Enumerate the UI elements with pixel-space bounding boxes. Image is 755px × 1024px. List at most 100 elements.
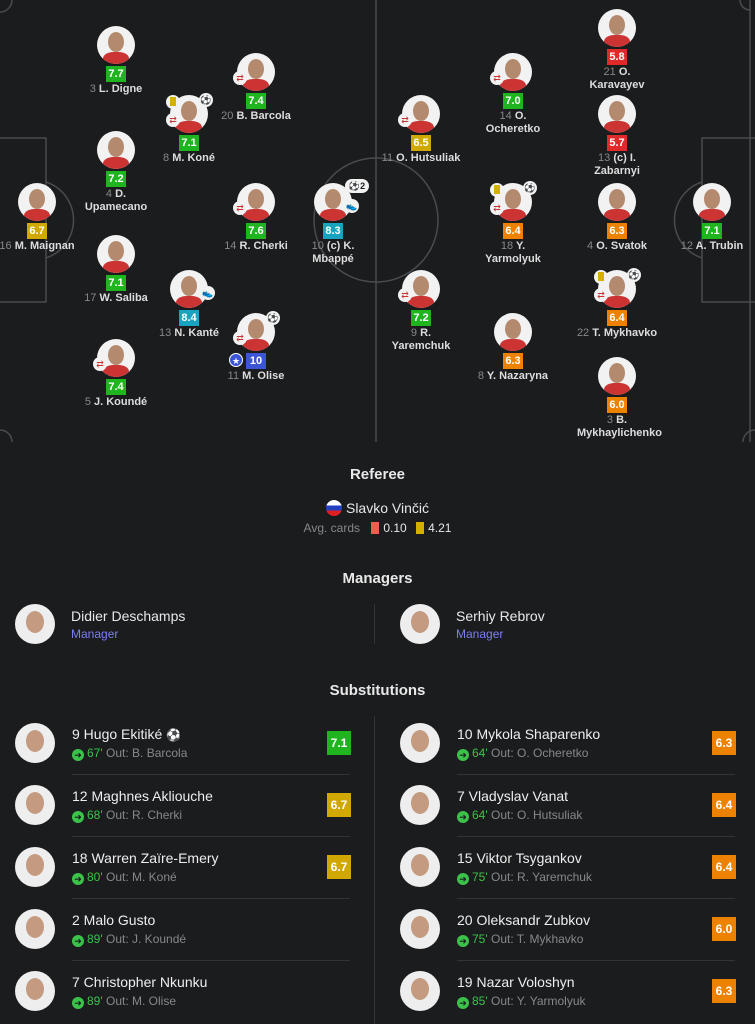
yellow-card-icon [416, 522, 425, 534]
player-rating: 6.3 [607, 223, 627, 239]
player-home[interactable]: 7.7 3 L. Digne [56, 26, 176, 96]
ball-icon: ⚽ [523, 181, 537, 195]
player-home[interactable]: 7.2 4 D. Upamecano [56, 131, 176, 214]
sub-player-name: 7 Vladyslav Vanat [457, 787, 569, 804]
sub-rating: 6.7 [327, 855, 351, 879]
substitution-row[interactable]: 7 Christopher Nkunku ➜ 89' Out: M. Olise [15, 960, 351, 1022]
substitution-row[interactable]: 20 Oleksandr Zubkov ➜ 75' Out: T. Mykhavk… [400, 898, 736, 960]
player-home[interactable]: 👟 8.4 13 N. Kanté [129, 270, 249, 340]
player-name: M. Koné [172, 152, 215, 164]
player-avatar [15, 971, 55, 1011]
player-away[interactable]: ⇄ ⚽ 6.4 18 Y. Yarmolyuk [453, 181, 573, 266]
sub-out-player: R. Yaremchuk [517, 869, 592, 884]
substitution-row[interactable]: 10 Mykola Shaparenko ➜ 64' Out: O. Ochere… [400, 712, 736, 774]
sub-in-arrow-icon: ➜ [72, 934, 84, 947]
substitutions-title: Substitutions [329, 682, 426, 699]
sub-minute: 89' [87, 931, 103, 946]
sub-rating: 6.3 [712, 731, 736, 755]
player-avatar [400, 847, 440, 887]
player-rating: 8.3 [323, 223, 343, 239]
manager-home[interactable]: Didier Deschamps Manager [15, 604, 185, 644]
player-avatar [693, 183, 731, 221]
player-home[interactable]: ⇄ 7.4 20 B. Barcola [196, 53, 316, 123]
substitution-row[interactable]: 2 Malo Gusto ➜ 89' Out: J. Koundé [15, 898, 351, 960]
substitution-icon: ⇄ [398, 288, 412, 302]
player-avatar [97, 131, 135, 169]
player-rating: 5.8 [607, 49, 627, 65]
player-number: 14 [224, 240, 237, 252]
player-home[interactable]: 7.1 17 W. Saliba [56, 235, 176, 305]
substitution-icon: ⇄ [398, 113, 412, 127]
player-home[interactable]: ⇄ ⚽ 7.1 8 M. Koné [129, 93, 249, 165]
player-number: 21 [603, 66, 616, 78]
player-home[interactable]: 6.7 16 M. Maignan [0, 183, 97, 253]
divider [374, 604, 375, 644]
player-name: N. Kanté [174, 327, 219, 339]
substitution-row[interactable]: 12 Maghnes Akliouche ➜ 68' Out: R. Cherki… [15, 774, 351, 836]
player-name-label: 11 O. Hutsuliak [381, 152, 461, 165]
player-avatar [15, 847, 55, 887]
substitution-row[interactable]: 7 Vladyslav Vanat ➜ 64' Out: O. Hutsuliak… [400, 774, 736, 836]
out-label: Out: [105, 807, 129, 822]
player-away[interactable]: 5.7 13 (c) I. Zabarnyi [557, 95, 677, 178]
player-number: 5 [84, 396, 91, 408]
sub-player-name: 2 Malo Gusto [72, 911, 156, 928]
substitution-row[interactable]: 19 Nazar Voloshyn ➜ 85' Out: Y. Yarmolyuk… [400, 960, 736, 1022]
substitution-icon: ⇄ [166, 113, 180, 127]
player-number: 11 [227, 370, 240, 382]
sub-in-arrow-icon: ➜ [457, 996, 469, 1009]
sub-out-player: O. Ocheretko [517, 745, 589, 760]
player-home[interactable]: ⇄ ⚽ ★ 10 11 M. Olise [196, 311, 316, 383]
player-rating: 6.5 [411, 135, 431, 151]
red-card-icon [371, 522, 380, 534]
player-rating: 7.2 [106, 171, 126, 187]
player-name: A. Trubin [695, 240, 744, 252]
player-away[interactable]: 5.8 21 O. Karavayev [557, 9, 677, 92]
player-number: 3 [89, 83, 96, 95]
substitution-row[interactable]: 15 Viktor Tsygankov ➜ 75' Out: R. Yaremch… [400, 836, 736, 898]
sub-in-arrow-icon: ➜ [72, 872, 84, 885]
player-away[interactable]: 6.3 8 Y. Nazaryna [453, 313, 573, 383]
sub-player-name: 19 Nazar Voloshyn [457, 973, 575, 990]
player-away[interactable]: 6.3 4 O. Svatok [557, 183, 677, 253]
sub-minute: 80' [87, 869, 103, 884]
player-away[interactable]: 6.0 3 B. Mykhaylichenko [557, 357, 677, 440]
player-avatar [15, 723, 55, 763]
player-home[interactable]: ⚽2 👟 8.3 10 (c) K. Mbappé [273, 179, 393, 266]
player-name-label: 3 B. Mykhaylichenko [577, 414, 662, 440]
player-number: 12 [680, 240, 693, 252]
sub-out-player: M. Koné [132, 869, 177, 884]
player-home[interactable]: ⇄ 7.6 14 R. Cherki [196, 183, 316, 253]
player-away[interactable]: ⇄ 7.2 9 R. Yaremchuk [361, 270, 481, 353]
player-away[interactable]: ⇄ 7.0 14 O. Ocheretko [453, 53, 573, 136]
yellow-card-icon [594, 270, 608, 284]
player-away[interactable]: 7.1 12 A. Trubin [652, 183, 755, 253]
player-rating: 6.0 [607, 397, 627, 413]
player-number: 13 [598, 152, 611, 164]
out-label: Out: [105, 993, 129, 1008]
player-away[interactable]: ⇄ ⚽ 6.4 22 T. Mykhavko [557, 268, 677, 340]
substitution-row[interactable]: 18 Warren Zaïre-Emery ➜ 80' Out: M. Koné … [15, 836, 351, 898]
player-name: R. Cherki [239, 240, 288, 252]
player-rating: 7.1 [702, 223, 722, 239]
player-away[interactable]: ⇄ 6.5 11 O. Hutsuliak [361, 95, 481, 165]
player-avatar [598, 9, 636, 47]
player-rating: 6.7 [27, 223, 47, 239]
sub-out-player: J. Koundé [132, 931, 187, 946]
player-name-label: 22 T. Mykhavko [557, 327, 677, 340]
player-home[interactable]: ⇄ 7.4 5 J. Koundé [56, 339, 176, 409]
player-avatar [598, 357, 636, 395]
out-label: Out: [490, 807, 514, 822]
player-rating: 7.4 [106, 379, 126, 395]
player-number: 22 [576, 327, 590, 339]
player-name: O. Karavayev [589, 66, 645, 91]
manager-away[interactable]: Serhiy Rebrov Manager [400, 604, 545, 644]
player-number: 17 [84, 292, 97, 304]
player-rating: 6.4 [607, 310, 627, 326]
player-avatar [598, 95, 636, 133]
player-rating: 7.1 [179, 135, 199, 151]
out-label: Out: [490, 869, 514, 884]
substitution-row[interactable]: 9 Hugo Ekitiké ⚽ ➜ 67' Out: B. Barcola 7.… [15, 712, 351, 774]
divider [457, 774, 735, 775]
pitch-lineup: 7.7 3 L. Digne ⇄ 7.4 20 B. Barcola ⇄ ⚽ 7.1 … [0, 0, 755, 442]
